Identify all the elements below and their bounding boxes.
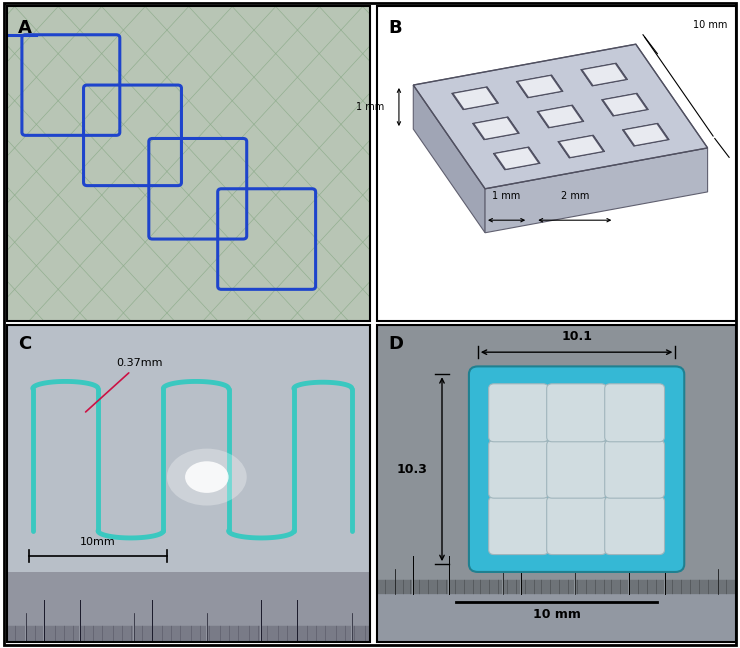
Polygon shape [625, 124, 667, 145]
Polygon shape [560, 136, 602, 157]
FancyBboxPatch shape [488, 496, 548, 555]
Text: A: A [18, 19, 32, 37]
Polygon shape [493, 147, 540, 170]
Polygon shape [558, 135, 605, 158]
Text: B: B [388, 19, 402, 37]
Polygon shape [414, 44, 707, 189]
FancyBboxPatch shape [605, 440, 665, 498]
Polygon shape [622, 123, 669, 146]
Text: D: D [388, 335, 403, 353]
Polygon shape [581, 63, 628, 86]
Text: 10 mm: 10 mm [693, 20, 727, 30]
FancyBboxPatch shape [488, 384, 548, 442]
Polygon shape [454, 88, 497, 109]
Polygon shape [604, 94, 646, 115]
Polygon shape [414, 85, 485, 233]
Polygon shape [472, 117, 519, 140]
Text: 10 mm: 10 mm [533, 608, 581, 621]
Polygon shape [485, 148, 707, 233]
Text: 10mm: 10mm [80, 537, 116, 547]
Polygon shape [583, 64, 625, 85]
Polygon shape [519, 76, 561, 97]
Polygon shape [451, 87, 499, 110]
Polygon shape [602, 93, 648, 116]
Text: 0.37mm: 0.37mm [86, 358, 163, 412]
Bar [7, 325, 370, 572]
Polygon shape [516, 75, 563, 98]
Text: 10.1: 10.1 [561, 330, 592, 343]
Text: 2 mm: 2 mm [561, 191, 589, 202]
Polygon shape [537, 105, 584, 128]
Ellipse shape [185, 461, 229, 493]
FancyBboxPatch shape [547, 496, 607, 555]
FancyBboxPatch shape [488, 440, 548, 498]
FancyBboxPatch shape [469, 366, 684, 572]
Bar [7, 572, 370, 642]
Polygon shape [475, 118, 517, 139]
Bar [377, 594, 736, 642]
FancyBboxPatch shape [547, 440, 607, 498]
Ellipse shape [167, 448, 246, 505]
Polygon shape [539, 106, 582, 127]
FancyBboxPatch shape [547, 384, 607, 442]
Text: C: C [18, 335, 32, 353]
Polygon shape [496, 148, 538, 169]
Text: 1 mm: 1 mm [356, 102, 384, 112]
Text: 10.3: 10.3 [397, 463, 428, 476]
FancyBboxPatch shape [605, 496, 665, 555]
FancyBboxPatch shape [605, 384, 665, 442]
Text: 1 mm: 1 mm [493, 191, 521, 202]
